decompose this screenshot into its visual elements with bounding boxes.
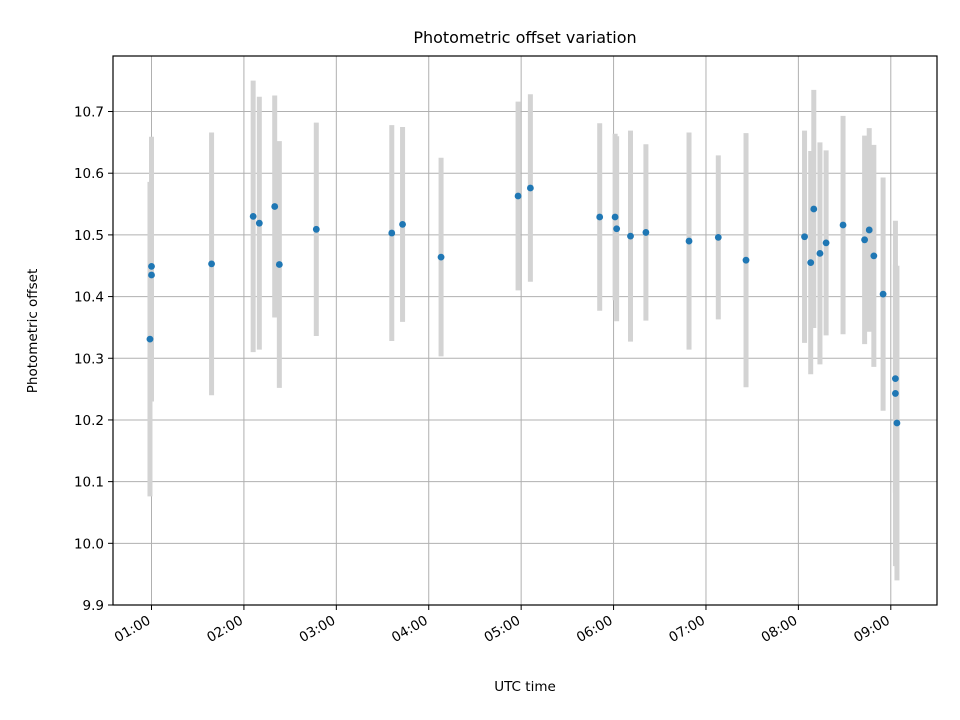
x-tick-label: 08:00 [759, 613, 801, 646]
data-point [596, 213, 604, 221]
data-point [810, 205, 818, 213]
data-point [437, 253, 445, 261]
data-point [714, 233, 722, 241]
y-tick-label: 10.4 [74, 290, 104, 306]
data-point [892, 375, 899, 383]
data-point [816, 249, 824, 257]
data-point [526, 184, 534, 192]
x-tick-label: 07:00 [666, 613, 708, 646]
data-point [399, 221, 406, 228]
data-point [861, 236, 869, 244]
data-point [870, 252, 878, 260]
data-point [892, 390, 899, 397]
x-tick-label: 02:00 [204, 613, 246, 646]
data-point [148, 262, 155, 270]
data-point [613, 225, 621, 233]
error-bars [147, 80, 900, 581]
x-tick-label: 01:00 [112, 613, 154, 646]
data-point [685, 237, 693, 245]
data-point [801, 233, 808, 241]
data-point [807, 259, 815, 267]
data-point [271, 203, 279, 210]
y-tick-label: 10.7 [74, 105, 104, 121]
data-point [893, 419, 901, 427]
y-tick-label: 10.6 [74, 166, 104, 182]
y-axis-label: Photometric offset [25, 269, 41, 393]
x-tick-label: 04:00 [389, 613, 431, 646]
data-point [642, 229, 650, 236]
data-points [146, 184, 901, 427]
x-axis-label: UTC time [494, 679, 556, 695]
y-tick-label: 10.0 [74, 536, 104, 552]
y-tick-label: 10.5 [74, 228, 104, 244]
y-tick-label: 10.1 [74, 475, 104, 491]
data-point [388, 229, 396, 237]
chart-title: Photometric offset variation [413, 28, 636, 47]
x-tick-label: 06:00 [574, 613, 616, 646]
y-tick-label: 10.2 [74, 413, 104, 429]
data-point [742, 256, 750, 264]
x-tick-label: 09:00 [851, 613, 893, 646]
data-point [865, 226, 873, 234]
data-point [514, 192, 522, 200]
y-tick-label: 10.3 [74, 351, 104, 367]
data-point [275, 261, 283, 268]
data-point [627, 232, 634, 240]
data-point [611, 213, 619, 221]
data-point [255, 219, 263, 227]
data-point [839, 221, 847, 229]
data-point [249, 212, 257, 220]
data-point [312, 225, 320, 233]
data-point [208, 260, 215, 268]
data-point [822, 239, 830, 247]
data-point [879, 290, 887, 298]
y-tick-label: 9.9 [83, 598, 104, 614]
x-tick-label: 05:00 [481, 613, 523, 646]
data-point [148, 271, 155, 279]
x-tick-label: 03:00 [297, 613, 339, 646]
data-point [146, 335, 154, 343]
x-axis-ticks: 01:00 02:00 03:00 04:00 05:00 06:00 07:00 08:00… [112, 605, 893, 646]
y-axis-ticks: 9.9 10.0 10.1 10.2 10.3 10.4 10.5 10.6 10.7 [74, 105, 113, 614]
plot-frame [112, 55, 938, 606]
